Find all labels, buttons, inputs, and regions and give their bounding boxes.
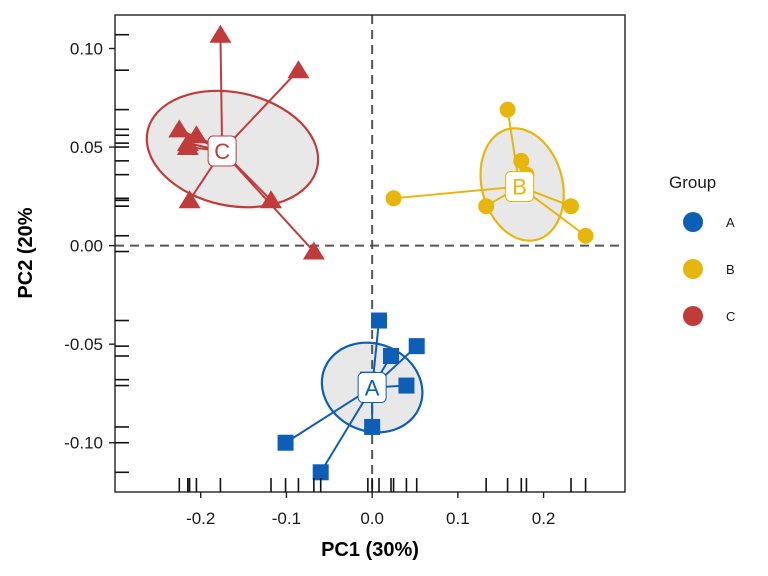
point-A-5 <box>364 418 381 435</box>
point-A-4 <box>398 377 415 394</box>
centroid-box-A <box>357 372 387 404</box>
x-tick-label-0: -0.2 <box>186 509 215 528</box>
centroid-label-A: A <box>365 376 380 401</box>
plot-area: A B C <box>115 15 625 492</box>
point-A-6 <box>277 434 294 451</box>
point-C-1 <box>287 60 310 79</box>
point-A-0 <box>371 312 387 329</box>
y-tick-label-3: -0.05 <box>64 335 103 354</box>
x-axis-title: PC1 (30%) <box>321 539 419 561</box>
x-tick-label-1: -0.1 <box>272 509 301 528</box>
point-C-7 <box>260 190 282 209</box>
point-B-0 <box>499 101 516 118</box>
legend-label-A: A <box>726 215 735 230</box>
y-tick-label-0: 0.10 <box>70 40 103 59</box>
centroid-box-C <box>207 135 237 167</box>
point-C-6 <box>178 190 201 209</box>
legend-key-B <box>683 259 703 279</box>
x-tick-label-2: 0.0 <box>360 509 384 528</box>
legend-title: Group <box>669 173 716 192</box>
y-tick-label-2: 0.00 <box>70 237 103 256</box>
centroid-box-B <box>505 170 535 202</box>
legend-key-A <box>683 212 703 232</box>
axes: -0.2 -0.1 0.0 0.1 0.2 0.10 0.05 0.00 -0.05 -0.10 <box>64 14 626 528</box>
point-B-1 <box>513 152 530 169</box>
plot-border <box>114 14 626 493</box>
point-B-3 <box>385 190 402 207</box>
point-B-4 <box>478 198 495 215</box>
point-C-2 <box>168 119 191 138</box>
point-A-1 <box>408 338 425 355</box>
spider-line-B-3 <box>393 185 520 200</box>
legend-label-C: C <box>726 309 735 324</box>
point-C-0 <box>209 24 232 43</box>
point-B-6 <box>577 227 594 244</box>
point-A-2 <box>383 347 399 364</box>
point-A-7 <box>312 464 329 481</box>
legend: Group A B C <box>669 173 735 326</box>
legend-key-C <box>683 306 703 326</box>
y-axis-title: PC2 (20% <box>15 207 37 298</box>
point-C-8 <box>302 241 325 260</box>
y-tick-label-4: -0.10 <box>64 434 103 453</box>
x-tick-label-3: 0.1 <box>446 509 470 528</box>
plot-inner: A B C <box>115 15 625 492</box>
x-tick-label-4: 0.2 <box>532 509 556 528</box>
centroid-label-C: C <box>214 139 230 164</box>
spider-line-C-0 <box>219 34 224 152</box>
point-B-5 <box>563 198 579 215</box>
legend-label-B: B <box>726 262 735 277</box>
centroid-label-B: B <box>512 174 527 199</box>
y-tick-label-1: 0.05 <box>70 138 103 157</box>
point-C-5 <box>176 137 199 156</box>
